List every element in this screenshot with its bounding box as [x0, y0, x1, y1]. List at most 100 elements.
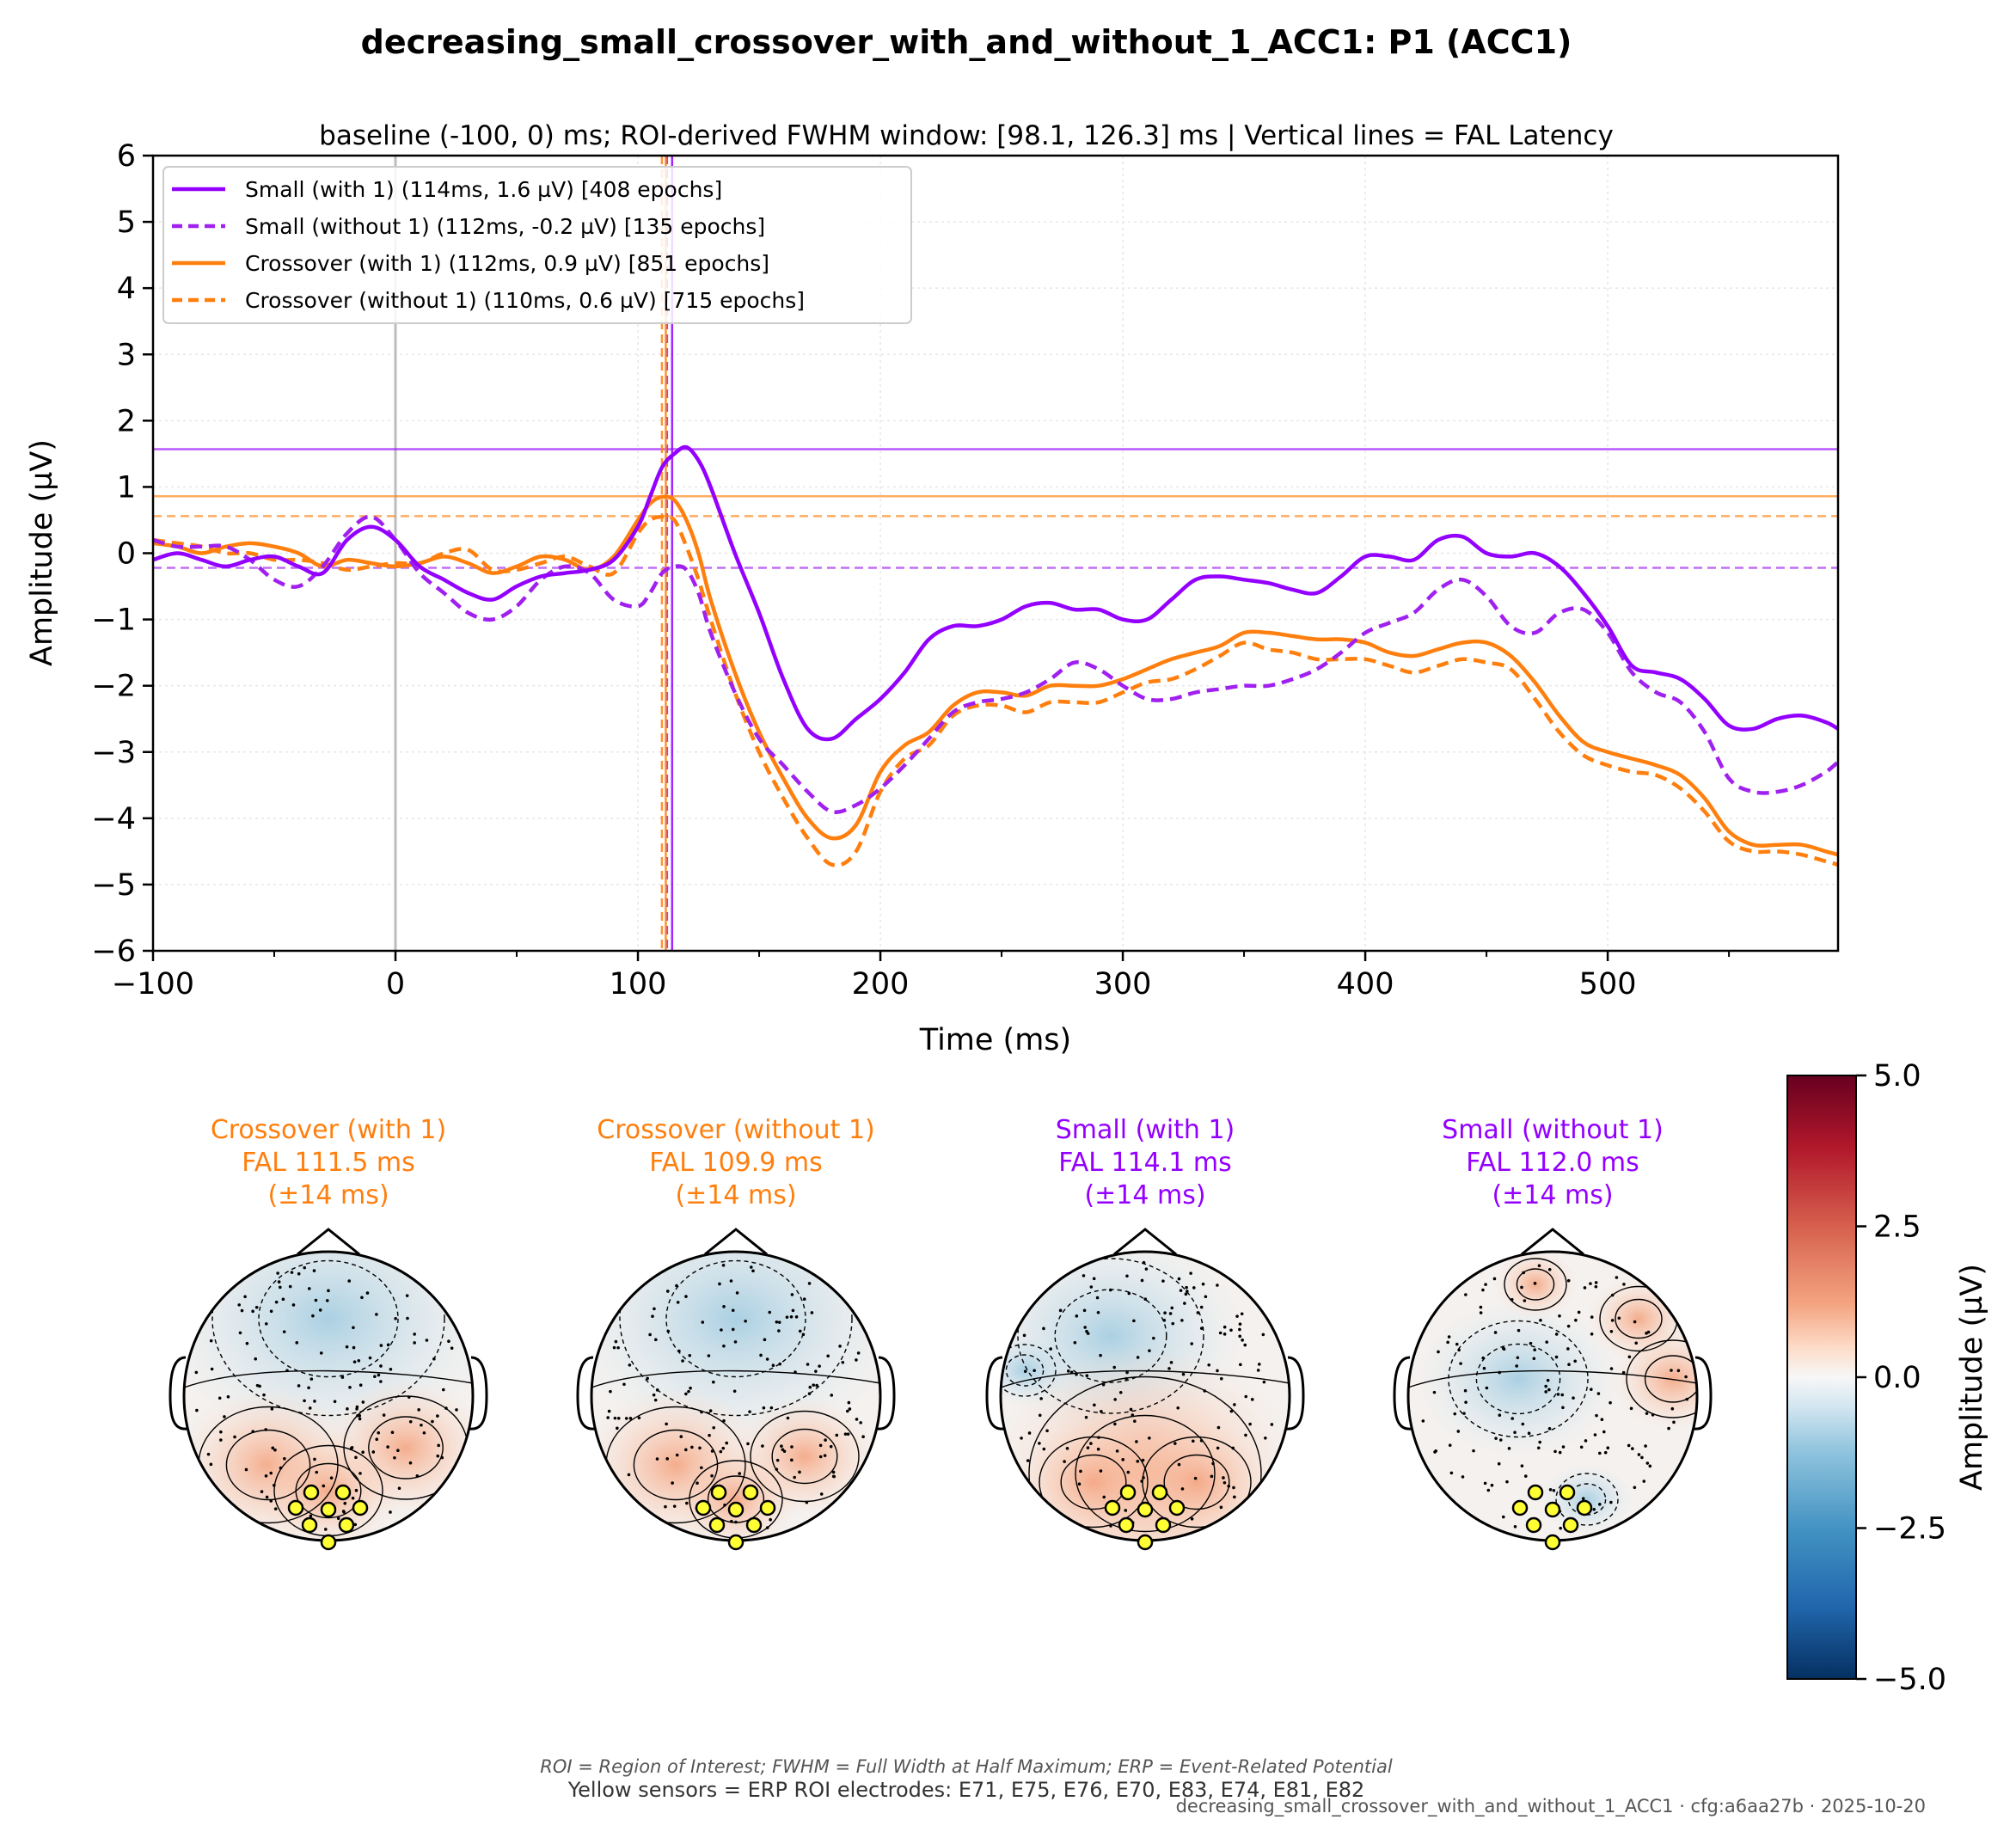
sensor-dot — [1637, 1453, 1641, 1456]
sensor-dot — [1566, 1324, 1571, 1328]
sensor-dot — [838, 1345, 842, 1348]
sensor-dot — [1207, 1363, 1211, 1367]
sensor-dot — [1216, 1446, 1220, 1450]
sensor-dot — [1498, 1413, 1502, 1418]
sensor-dot — [219, 1430, 223, 1434]
topomap-1: Crossover (without 1)FAL 109.9 ms(±14 ms… — [576, 1115, 896, 1551]
sensor-dot — [218, 1396, 222, 1400]
sensor-dot — [802, 1297, 806, 1302]
sensor-dot — [1086, 1446, 1090, 1449]
sensor-dot — [276, 1271, 279, 1275]
legend-label: Small (with 1) (114ms, 1.6 µV) [408 epoc… — [245, 177, 722, 202]
sensor-dot — [348, 1386, 352, 1389]
sensor-dot — [1437, 1350, 1440, 1354]
sensor-dot — [708, 1409, 713, 1412]
sensor-dot — [859, 1421, 862, 1424]
sensor-dot — [1479, 1311, 1483, 1314]
roi-sensor — [287, 1499, 304, 1516]
roi-sensor — [1104, 1499, 1121, 1516]
topomap-positive-region — [1124, 1422, 1269, 1541]
topomap-contour — [1504, 1258, 1567, 1311]
sensor-dot — [1634, 1341, 1639, 1345]
sensor-dot — [651, 1314, 654, 1318]
topomap-contour — [295, 1462, 362, 1519]
sensor-dot — [325, 1299, 329, 1302]
sensor-dot — [1584, 1439, 1588, 1443]
sensor-dot — [251, 1309, 254, 1314]
sensor-dot — [327, 1289, 330, 1293]
sensor-dot — [396, 1449, 400, 1453]
sensor-dot — [1561, 1406, 1565, 1410]
x-tick-label: 100 — [610, 967, 667, 1002]
sensor-dot — [1073, 1340, 1077, 1345]
sensor-dot — [1646, 1330, 1651, 1334]
topomap-panel: Crossover (with 1)FAL 111.5 ms(±14 ms) Cr… — [169, 1115, 1713, 1551]
sensor-dot — [1216, 1284, 1219, 1287]
sensor-dot — [748, 1410, 751, 1413]
x-tick-label: −100 — [112, 967, 194, 1002]
sensor-dot — [209, 1462, 213, 1467]
sensor-dot — [1211, 1461, 1215, 1466]
sensor-dot — [441, 1388, 445, 1392]
topomap-title: (±14 ms) — [675, 1180, 796, 1210]
roi-sensor — [1168, 1499, 1186, 1516]
sensor-dot — [843, 1432, 848, 1436]
sensor-dot — [1144, 1267, 1149, 1271]
sensor-dot — [377, 1431, 381, 1435]
sensor-dot — [1493, 1331, 1498, 1334]
sensor-dot — [274, 1300, 279, 1304]
sensor-dot — [1173, 1442, 1177, 1445]
sensor-dot — [271, 1446, 275, 1450]
series-line-3 — [153, 514, 1838, 867]
sensor-dot — [1180, 1319, 1184, 1322]
sensor-dot — [1556, 1393, 1560, 1396]
sensor-dot — [269, 1309, 273, 1314]
sensor-dot — [389, 1510, 392, 1514]
roi-sensor — [727, 1534, 745, 1551]
topomap-title: FAL 111.5 ms — [242, 1148, 415, 1178]
sensor-dot — [763, 1338, 767, 1342]
sensor-dot — [1229, 1409, 1234, 1413]
sensor-dot — [375, 1437, 379, 1442]
sensor-dot — [1590, 1388, 1593, 1391]
sensor-dot — [1566, 1278, 1571, 1283]
sensor-dot — [1250, 1398, 1254, 1401]
sensor-dot — [1148, 1349, 1151, 1352]
x-tick-label: 400 — [1337, 967, 1394, 1002]
sensor-dot — [1561, 1445, 1566, 1449]
head-right-ear — [1285, 1356, 1305, 1431]
sensor-dot — [1100, 1409, 1103, 1413]
sensor-dot — [397, 1486, 401, 1491]
sensor-dot — [1038, 1413, 1042, 1418]
sensor-dot — [769, 1406, 774, 1410]
sensor-dot — [1483, 1481, 1487, 1486]
sensor-dot — [1581, 1497, 1585, 1501]
roi-sensor — [1525, 1516, 1542, 1534]
sensor-dot — [354, 1455, 358, 1460]
sensor-dot — [607, 1409, 611, 1413]
sensor-dot — [285, 1369, 289, 1373]
sensor-dot — [1560, 1393, 1565, 1397]
sensor-dot — [1527, 1431, 1531, 1435]
sensor-dot — [708, 1433, 711, 1437]
sensor-dot — [1218, 1331, 1222, 1335]
sensor-dot — [1642, 1480, 1646, 1483]
sensor-dot — [324, 1528, 328, 1531]
sensor-dot — [243, 1295, 247, 1299]
sensor-dot — [1033, 1369, 1036, 1373]
sensor-dot — [371, 1450, 376, 1454]
sensor-dot — [288, 1284, 292, 1289]
sensor-dot — [1594, 1284, 1598, 1289]
sensor-dot — [425, 1339, 429, 1342]
topomap-0: Crossover (with 1)FAL 111.5 ms(±14 ms) — [169, 1115, 488, 1551]
sensor-dot — [354, 1488, 358, 1492]
sensor-dot — [1513, 1524, 1517, 1529]
sensor-dot — [1464, 1400, 1468, 1404]
colorbar-tick-label: −5.0 — [1873, 1663, 1946, 1697]
sensor-dot — [735, 1291, 739, 1295]
sensor-dot — [1199, 1305, 1204, 1309]
sensor-dot — [1124, 1376, 1128, 1381]
sensor-dot — [1455, 1342, 1459, 1346]
sensor-dot — [731, 1308, 735, 1313]
sensor-dot — [1082, 1308, 1087, 1313]
